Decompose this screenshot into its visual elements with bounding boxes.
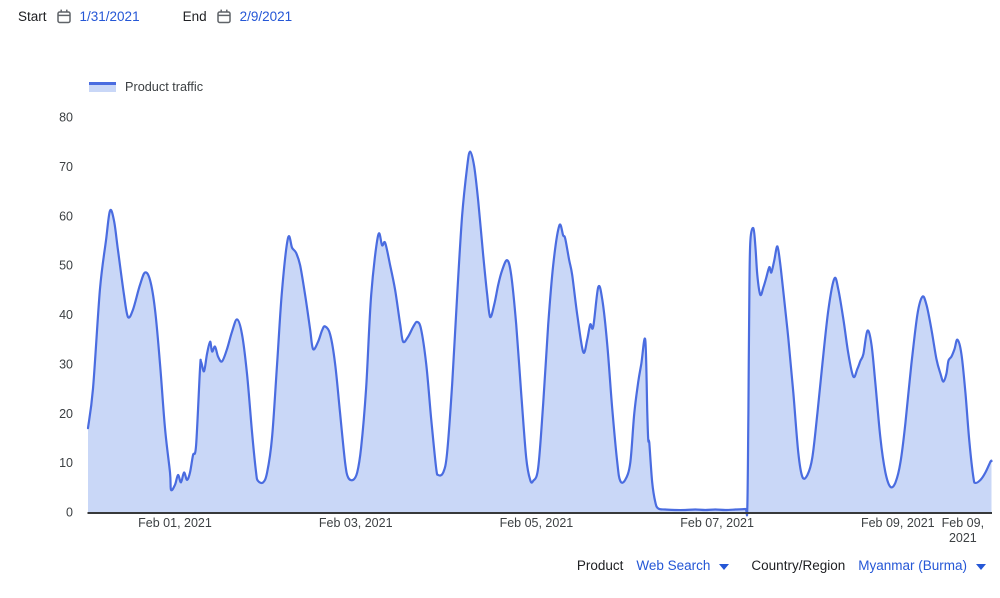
y-tick-label: 60 [59, 209, 73, 223]
product-label: Product [576, 558, 624, 573]
x-tick-label: Feb 07, 2021 [680, 516, 754, 530]
start-date-link[interactable]: 1/31/2021 [79, 9, 140, 24]
end-date-link[interactable]: 2/9/2021 [239, 9, 293, 24]
legend-area-swatch-icon [89, 82, 116, 92]
region-dropdown[interactable]: Myanmar (Burma) [858, 558, 986, 573]
date-range-controls: Start 1/31/2021 End 2/9/2021 [18, 9, 292, 24]
x-tick-label: Feb 01, 2021 [138, 516, 212, 530]
region-dropdown-value: Myanmar (Burma) [858, 558, 967, 573]
x-end-label: 2021 [949, 531, 977, 545]
filter-controls: Product Web Search Country/Region Myanma… [577, 558, 986, 573]
y-tick-label: 20 [59, 407, 73, 421]
calendar-icon[interactable] [56, 9, 71, 24]
legend-label: Product traffic [125, 80, 204, 94]
y-tick-label: 10 [59, 456, 73, 470]
product-dropdown[interactable]: Web Search [636, 558, 730, 573]
x-tick-label: Feb 03, 2021 [319, 516, 393, 530]
y-tick-label: 0 [66, 506, 73, 520]
x-end-label: Feb 09, [942, 516, 984, 530]
chevron-down-icon [719, 563, 730, 570]
end-label: End [182, 9, 207, 24]
y-tick-label: 50 [59, 259, 73, 273]
y-tick-label: 40 [59, 308, 73, 322]
product-dropdown-value: Web Search [636, 558, 711, 573]
traffic-line [86, 150, 993, 517]
y-tick-label: 30 [59, 357, 73, 371]
calendar-icon[interactable] [216, 9, 231, 24]
region-label: Country/Region [751, 558, 846, 573]
traffic-area-fill [88, 151, 992, 516]
y-tick-label: 70 [59, 160, 73, 174]
y-tick-label: 80 [59, 111, 73, 125]
start-label: Start [18, 9, 47, 24]
x-tick-label: Feb 09, 2021 [861, 516, 935, 530]
chart-legend: Product traffic [89, 80, 203, 94]
chevron-down-icon [976, 563, 986, 570]
x-tick-label: Feb 05, 2021 [500, 516, 574, 530]
